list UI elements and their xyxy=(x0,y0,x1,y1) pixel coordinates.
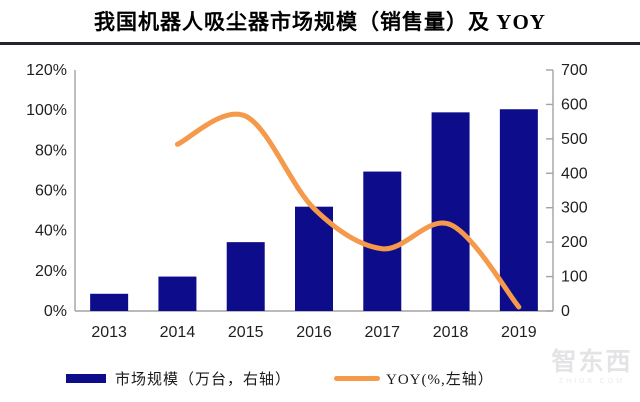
left-axis-tick-label: 60% xyxy=(35,183,67,200)
bar-2015 xyxy=(226,242,265,311)
x-axis-label: 2015 xyxy=(228,324,264,341)
bar-2017 xyxy=(363,171,402,311)
x-axis-label: 2013 xyxy=(91,324,127,341)
right-axis-tick-label: 400 xyxy=(561,165,588,182)
left-axis-tick-label: 40% xyxy=(35,223,67,240)
right-axis-tick-label: 500 xyxy=(561,131,588,148)
legend-item-yoy: YOY(%,左轴） xyxy=(334,368,494,389)
bar-series-swatch xyxy=(66,374,106,383)
watermark-logo: 智东西 xyxy=(551,349,633,376)
x-axis-label: 2018 xyxy=(433,324,469,341)
left-axis-tick-label: 20% xyxy=(35,263,67,280)
bar-2019 xyxy=(499,109,538,312)
bar-2018 xyxy=(431,112,470,312)
x-axis-label: 2019 xyxy=(501,324,537,341)
left-axis-tick-label: 0% xyxy=(44,303,67,320)
x-axis-label: 2014 xyxy=(160,324,196,341)
right-axis-tick-label: 100 xyxy=(561,269,588,286)
x-axis-label: 2016 xyxy=(296,324,332,341)
bar-2013 xyxy=(90,293,129,311)
watermark-subtext: ZHIDX.COM xyxy=(558,378,626,385)
right-axis-tick-label: 200 xyxy=(561,234,588,251)
left-axis-tick-label: 100% xyxy=(26,102,67,119)
right-axis-tick-label: 600 xyxy=(561,96,588,113)
right-axis-tick-label: 700 xyxy=(561,62,588,79)
legend-label-yoy: YOY(%,左轴） xyxy=(386,372,494,388)
watermark: 智东西 ZHIDX.COM xyxy=(544,350,640,385)
left-axis-tick-label: 120% xyxy=(26,62,67,79)
bar-2014 xyxy=(158,276,197,311)
left-axis-tick-label: 80% xyxy=(35,142,67,159)
x-axis-label: 2017 xyxy=(364,324,400,341)
title-underline xyxy=(0,42,640,45)
line-series-swatch xyxy=(334,376,380,381)
chart-title: 我国机器人吸尘器市场规模（销售量）及 YOY xyxy=(94,10,546,34)
yoy-line xyxy=(174,111,522,310)
legend-label-market-size: 市场规模（万台，右轴） xyxy=(115,372,292,388)
right-axis-tick-label: 0 xyxy=(561,303,570,320)
right-axis-tick-label: 300 xyxy=(561,200,588,217)
bar-2016 xyxy=(295,206,333,311)
legend-item-market-size: 市场规模（万台，右轴） xyxy=(66,368,291,389)
